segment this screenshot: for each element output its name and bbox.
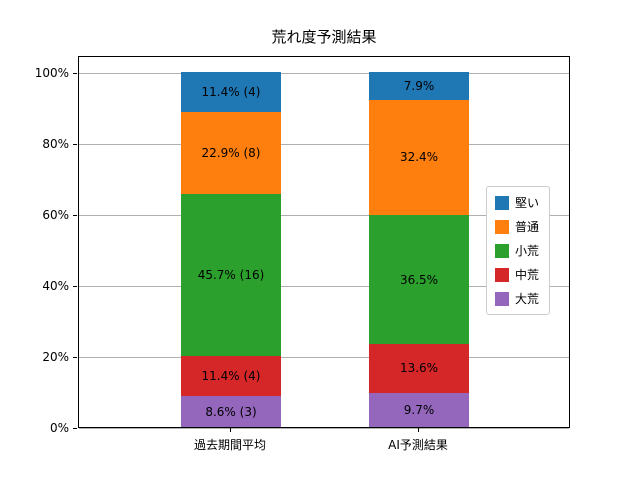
y-axis-tick-mark — [73, 73, 77, 74]
legend-label: 堅い — [515, 196, 540, 210]
y-axis-tick-label: 20% — [42, 350, 69, 364]
bar-segment: 7.9% — [369, 71, 469, 100]
bar-segment-label: 7.9% — [403, 78, 435, 93]
bar-segment: 11.4% (4) — [181, 72, 281, 113]
y-axis-tick-mark — [73, 215, 77, 216]
bar-segment-label: 9.7% — [403, 402, 435, 417]
gridline — [79, 144, 569, 145]
y-axis-tick-label: 60% — [42, 208, 69, 222]
y-axis-tick-mark — [73, 286, 77, 287]
x-axis-tick-mark — [230, 428, 231, 432]
bar-segment: 11.4% (4) — [181, 356, 281, 397]
bar-segment: 8.6% (3) — [181, 396, 281, 427]
bar-segment-label: 11.4% (4) — [201, 369, 261, 384]
gridline — [79, 73, 569, 74]
legend: 堅い普通小荒中荒大荒 — [486, 186, 551, 315]
y-axis-tick-mark — [73, 428, 77, 429]
bar-segment-label: 32.4% — [399, 150, 439, 165]
y-axis-tick-label: 40% — [42, 279, 69, 293]
legend-item: 大荒 — [495, 290, 539, 307]
stacked-bar: 8.6% (3) 11.4% (4) 45.7% (16) 22.9% (8) 11.4… — [181, 57, 281, 427]
legend-item: 普通 — [495, 218, 539, 235]
bar-segment: 13.6% — [369, 344, 469, 393]
bar-segment-label: 8.6% (3) — [205, 404, 257, 419]
chart-title: 荒れ度予測結果 — [271, 28, 377, 46]
legend-item: 堅い — [495, 194, 539, 211]
x-axis-tick-mark — [418, 428, 419, 432]
bar-segment: 36.5% — [369, 214, 469, 345]
legend-swatch — [495, 291, 509, 306]
x-axis-tick-label: 過去期間平均 — [193, 438, 267, 452]
bar-segment-label: 45.7% (16) — [197, 267, 265, 282]
bar-segment: 32.4% — [369, 99, 469, 215]
legend-label: 中荒 — [515, 268, 540, 282]
gridline — [79, 428, 569, 429]
y-axis-tick-label: 80% — [42, 137, 69, 151]
bar-segment-label: 11.4% (4) — [201, 85, 261, 100]
y-axis-tick-mark — [73, 357, 77, 358]
gridline — [79, 357, 569, 358]
legend-swatch — [495, 219, 509, 234]
gridline — [79, 215, 569, 216]
legend-item: 中荒 — [495, 266, 539, 283]
legend-item: 小荒 — [495, 242, 539, 259]
bar-segment: 22.9% (8) — [181, 112, 281, 194]
legend-label: 小荒 — [515, 244, 540, 258]
y-axis-tick-label: 0% — [49, 421, 69, 435]
y-axis-tick-label: 100% — [34, 66, 69, 80]
bar-segment: 45.7% (16) — [181, 193, 281, 356]
legend-label: 普通 — [515, 220, 540, 234]
legend-swatch — [495, 267, 509, 282]
legend-swatch — [495, 195, 509, 210]
bar-segment-label: 36.5% — [399, 272, 439, 287]
legend-swatch — [495, 243, 509, 258]
gridline — [79, 286, 569, 287]
bar-segment-label: 13.6% — [399, 361, 439, 376]
x-axis-tick-label: AI予測結果 — [388, 438, 448, 452]
stacked-bar: 9.7% 13.6% 36.5% 32.4% 7.9% — [369, 57, 469, 427]
bar-segment: 9.7% — [369, 392, 469, 427]
legend-label: 大荒 — [515, 292, 540, 306]
y-axis-tick-mark — [73, 144, 77, 145]
bar-segment-label: 22.9% (8) — [201, 146, 261, 161]
